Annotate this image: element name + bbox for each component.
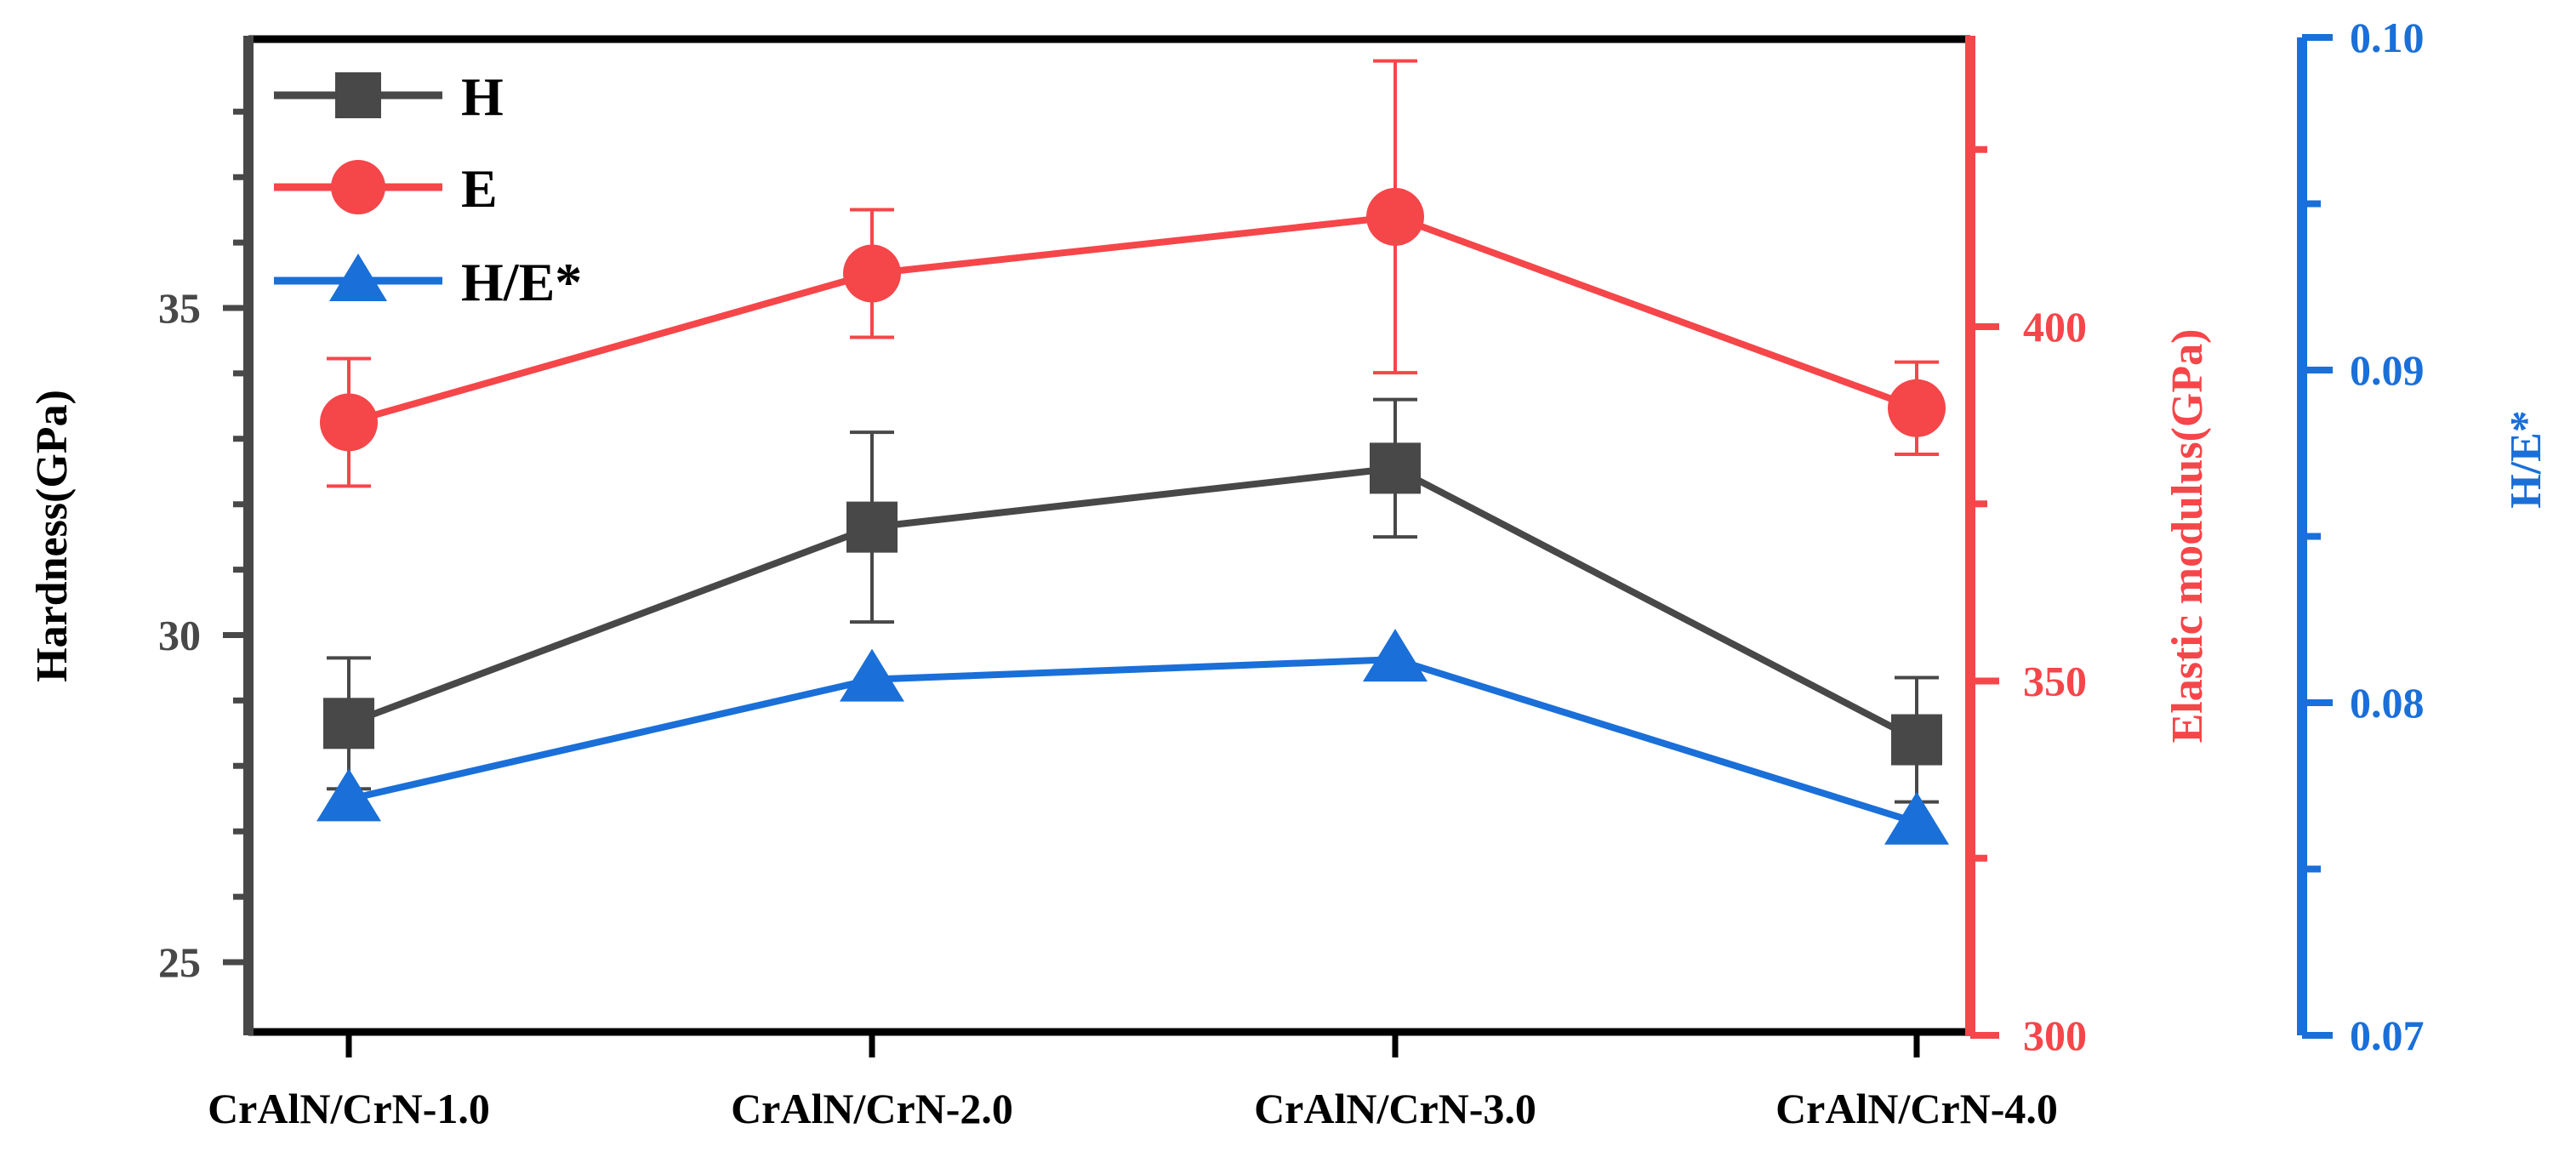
data-point-e-4 xyxy=(1888,379,1946,437)
right-axis-ticks xyxy=(1970,145,1999,1039)
right-axis-label: Elastic modulus(GPa) xyxy=(2163,329,2212,744)
left-tick-label-35: 35 xyxy=(158,284,201,332)
data-point-h-3 xyxy=(1370,442,1421,494)
right2-tick-label-1: 0.08 xyxy=(2350,679,2425,727)
right2-tick-label-0: 0.07 xyxy=(2350,1012,2425,1059)
legend-label-e: E xyxy=(461,158,498,219)
left-tick-label-25: 25 xyxy=(158,938,201,986)
x-tick-label-1: CrAlN/CrN-1.0 xyxy=(208,1085,490,1132)
data-point-he-1 xyxy=(316,768,381,822)
series-line-h xyxy=(347,465,1918,744)
right-tick-label-350: 350 xyxy=(2023,658,2087,705)
x-axis-tick-labels: CrAlN/CrN-1.0 CrAlN/CrN-2.0 CrAlN/CrN-3.0 C… xyxy=(208,1085,2058,1132)
data-point-h-1 xyxy=(323,698,374,749)
x-tick-label-3: CrAlN/CrN-3.0 xyxy=(1254,1085,1536,1132)
series-h xyxy=(323,397,1942,804)
right2-axis-label: H/E* xyxy=(2502,410,2550,509)
legend-item-he: H/E* xyxy=(274,252,582,312)
x-tick-label-4: CrAlN/CrN-4.0 xyxy=(1775,1085,2058,1132)
right2-tick-label-3: 0.10 xyxy=(2350,14,2425,61)
series-e xyxy=(320,59,1946,488)
data-point-h-4 xyxy=(1891,714,1942,766)
right2-axis-tick-labels: 0.07 0.08 0.09 0.10 xyxy=(2350,14,2425,1059)
series-he xyxy=(316,629,1949,845)
legend-marker-h xyxy=(335,72,381,118)
right-tick-label-400: 400 xyxy=(2023,303,2087,351)
right2-axis-ticks xyxy=(2302,34,2333,1039)
legend-item-h: H xyxy=(274,66,504,127)
series-line-he xyxy=(348,656,1918,826)
left-axis-ticks xyxy=(223,108,248,966)
legend: H E H/E* xyxy=(274,66,582,312)
data-point-he-3 xyxy=(1363,629,1428,682)
series-line-e xyxy=(347,213,1918,426)
x-tick-label-2: CrAlN/CrN-2.0 xyxy=(731,1085,1013,1132)
data-point-e-2 xyxy=(843,244,901,303)
right2-tick-label-2: 0.09 xyxy=(2350,346,2425,394)
left-axis-tick-labels: 25 30 35 xyxy=(158,284,201,986)
legend-label-h: H xyxy=(461,66,504,127)
legend-marker-e xyxy=(331,160,385,214)
legend-item-e: E xyxy=(274,158,498,219)
data-point-he-4 xyxy=(1884,791,1949,845)
series-layer xyxy=(316,59,1949,845)
legend-marker-he xyxy=(329,254,387,301)
legend-label-he: H/E* xyxy=(461,252,582,312)
right-axis-tick-labels: 300 350 400 xyxy=(2023,303,2087,1059)
data-point-he-2 xyxy=(840,648,904,702)
left-tick-label-30: 30 xyxy=(158,612,201,659)
left-axis-label: Hardness(GPa) xyxy=(28,390,77,682)
data-point-e-3 xyxy=(1366,187,1424,246)
right-tick-label-300: 300 xyxy=(2023,1012,2087,1059)
data-point-h-2 xyxy=(846,501,898,553)
data-point-e-1 xyxy=(320,393,378,452)
x-axis-ticks xyxy=(345,1032,1920,1057)
